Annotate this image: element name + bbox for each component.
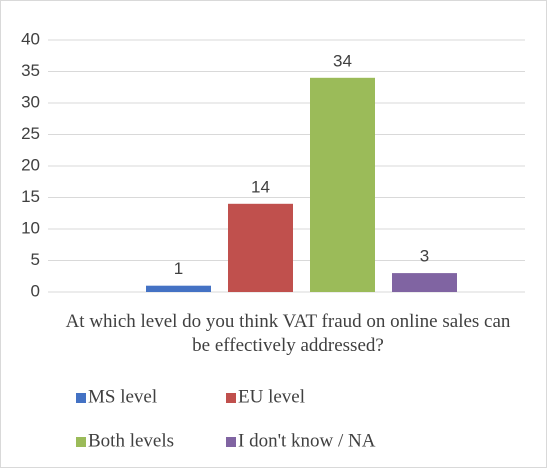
data-label: 14 bbox=[251, 177, 270, 196]
bar bbox=[310, 77, 375, 292]
y-tick-label: 40 bbox=[21, 29, 40, 48]
category-label: At which level do you think VAT fraud on… bbox=[65, 311, 511, 356]
legend-label: Both levels bbox=[88, 430, 174, 451]
legend-label: EU level bbox=[238, 386, 305, 407]
legend-swatch bbox=[226, 437, 236, 447]
data-label: 1 bbox=[174, 259, 183, 278]
legend-swatch bbox=[226, 393, 236, 403]
y-tick-label: 5 bbox=[31, 250, 40, 269]
bar bbox=[228, 203, 293, 292]
data-label: 34 bbox=[333, 51, 352, 70]
legend-swatch bbox=[76, 437, 86, 447]
legend-label: MS level bbox=[88, 386, 157, 407]
data-label: 3 bbox=[420, 247, 429, 266]
legend-label: I don't know / NA bbox=[238, 430, 376, 451]
bar bbox=[392, 273, 457, 292]
y-tick-label: 10 bbox=[21, 218, 40, 237]
bar bbox=[146, 285, 211, 292]
y-tick-label: 0 bbox=[31, 281, 40, 300]
y-tick-label: 35 bbox=[21, 61, 40, 80]
y-tick-label: 25 bbox=[21, 124, 40, 143]
y-tick-label: 15 bbox=[21, 187, 40, 206]
y-tick-label: 20 bbox=[21, 155, 40, 174]
legend-swatch bbox=[76, 393, 86, 403]
y-tick-label: 30 bbox=[21, 92, 40, 111]
